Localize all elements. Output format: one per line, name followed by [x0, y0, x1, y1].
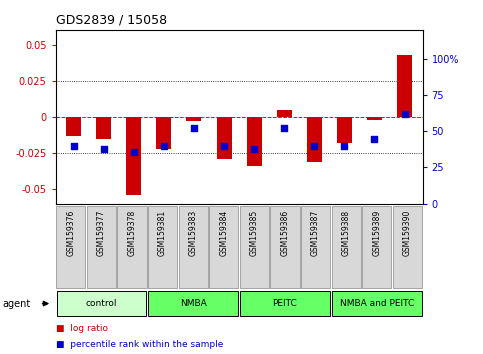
Text: agent: agent: [2, 298, 30, 309]
Text: ■  percentile rank within the sample: ■ percentile rank within the sample: [56, 340, 223, 349]
Text: GSM159378: GSM159378: [128, 210, 137, 256]
Text: ■  log ratio: ■ log ratio: [56, 324, 108, 333]
Text: PEITC: PEITC: [272, 299, 298, 308]
Text: GSM159381: GSM159381: [158, 210, 167, 256]
Bar: [179, 206, 208, 288]
Bar: [393, 206, 422, 288]
Text: GSM159389: GSM159389: [372, 210, 381, 256]
Bar: [337, 117, 352, 143]
Bar: [397, 55, 412, 117]
Text: control: control: [85, 299, 117, 308]
Text: GSM159376: GSM159376: [66, 210, 75, 256]
Bar: [57, 291, 146, 316]
Point: [341, 143, 348, 149]
Bar: [332, 206, 361, 288]
Point: [190, 126, 198, 131]
Text: GSM159377: GSM159377: [97, 210, 106, 256]
Text: GSM159383: GSM159383: [189, 210, 198, 256]
Text: GSM159386: GSM159386: [281, 210, 289, 256]
Bar: [126, 117, 142, 195]
Text: NMBA and PEITC: NMBA and PEITC: [340, 299, 414, 308]
Bar: [148, 206, 177, 288]
Point: [70, 143, 77, 149]
Bar: [96, 117, 111, 138]
Point: [401, 111, 409, 117]
Text: GSM159390: GSM159390: [403, 210, 412, 256]
Bar: [186, 117, 201, 121]
Point: [370, 136, 378, 141]
Bar: [148, 291, 238, 316]
Point: [280, 126, 288, 131]
Bar: [247, 117, 262, 166]
Bar: [301, 206, 330, 288]
Bar: [367, 117, 382, 120]
Point: [160, 143, 168, 149]
Bar: [307, 117, 322, 162]
Text: GDS2839 / 15058: GDS2839 / 15058: [56, 13, 167, 27]
Text: GSM159387: GSM159387: [311, 210, 320, 256]
Text: GSM159385: GSM159385: [250, 210, 259, 256]
Bar: [362, 206, 391, 288]
Bar: [156, 117, 171, 149]
Bar: [57, 206, 85, 288]
Text: GSM159388: GSM159388: [341, 210, 351, 256]
Bar: [240, 206, 269, 288]
Text: GSM159384: GSM159384: [219, 210, 228, 256]
Bar: [240, 291, 330, 316]
Bar: [117, 206, 146, 288]
Point: [130, 149, 138, 154]
Bar: [209, 206, 238, 288]
Bar: [270, 206, 299, 288]
Point: [100, 146, 108, 152]
Text: NMBA: NMBA: [180, 299, 207, 308]
Bar: [66, 117, 81, 136]
Bar: [87, 206, 116, 288]
Point: [250, 146, 258, 152]
Point: [220, 143, 228, 149]
Point: [311, 143, 318, 149]
Bar: [216, 117, 231, 159]
Bar: [332, 291, 422, 316]
Bar: [277, 110, 292, 117]
